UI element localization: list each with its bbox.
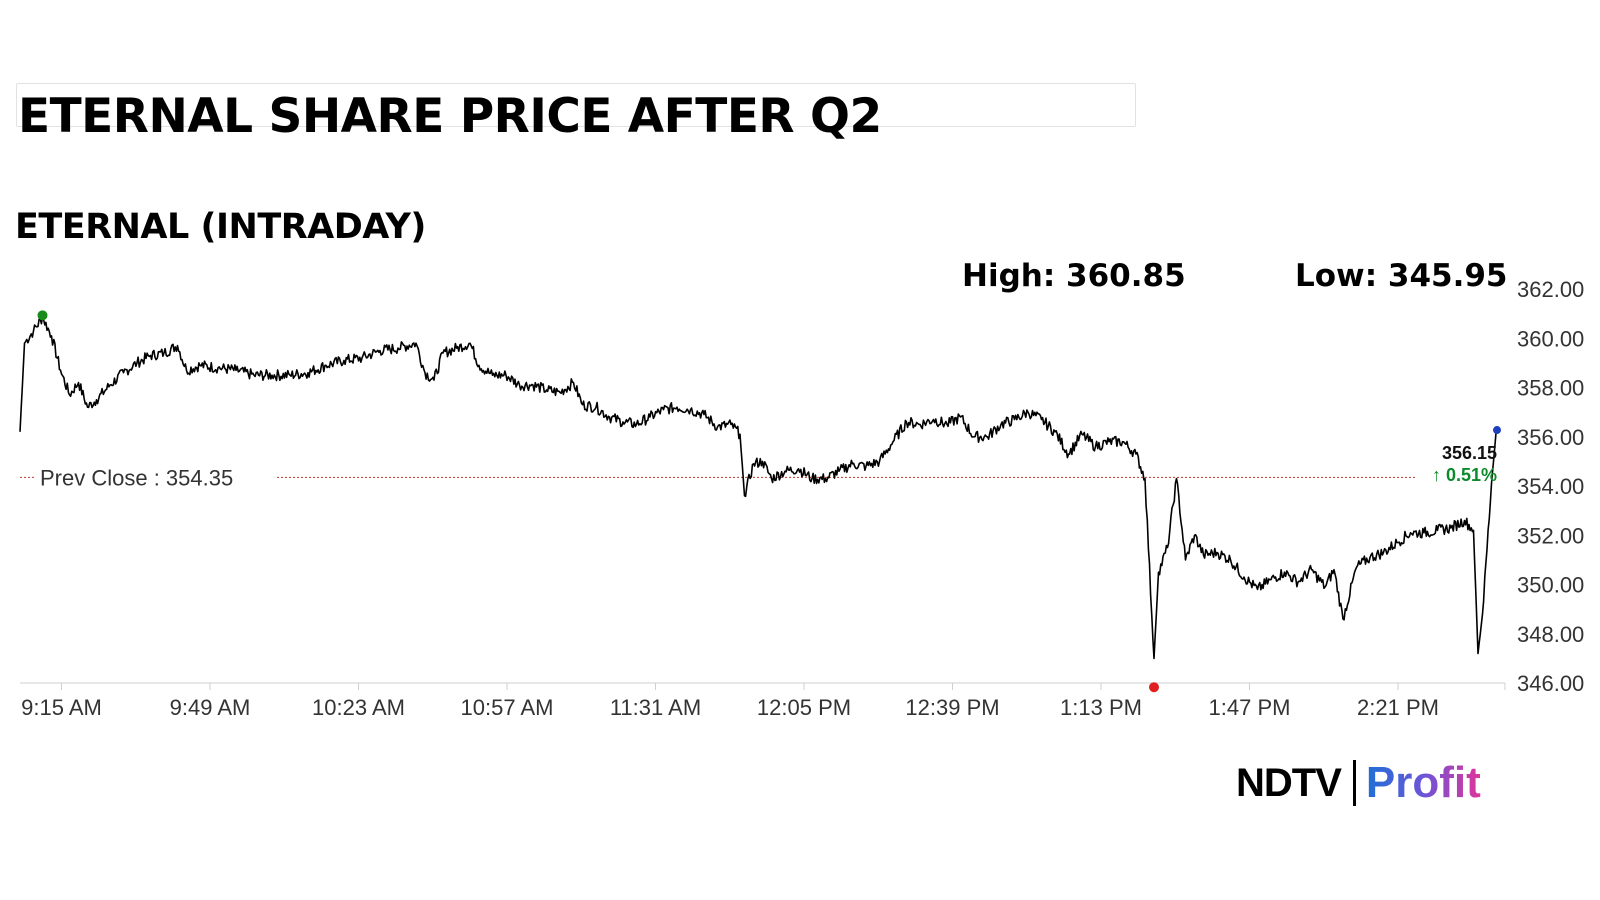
x-tick-label: 1:47 PM: [1209, 695, 1291, 720]
logo-divider: [1352, 760, 1356, 806]
x-tick-label: 10:23 AM: [312, 695, 405, 720]
x-tick-label: 12:05 PM: [757, 695, 851, 720]
change-percent-label: ↑ 0.51%: [1432, 465, 1497, 485]
y-axis: 362.00 360.00 358.00 356.00 354.00 352.00 350.…: [1517, 277, 1584, 696]
x-tick-label: 1:13 PM: [1060, 695, 1142, 720]
y-tick-label: 354.00: [1517, 474, 1584, 499]
y-tick-label: 360.00: [1517, 326, 1584, 351]
last-marker: [1493, 426, 1501, 435]
y-tick-label: 356.00: [1517, 425, 1584, 450]
high-marker: [37, 310, 48, 321]
y-tick-label: 348.00: [1517, 622, 1584, 647]
title-frame: [16, 83, 1136, 127]
high-stat: High: 360.85: [962, 258, 1186, 294]
logo-profit-text: Profit: [1365, 758, 1481, 807]
x-axis: 9:15 AM 9:49 AM 10:23 AM 10:57 AM 11:31 AM 12…: [20, 682, 1506, 720]
prev-close-group: Prev Close : 354.35: [20, 465, 1415, 490]
chart-heading: ETERNAL (INTRADAY): [15, 207, 426, 247]
y-tick-label: 358.00: [1517, 376, 1584, 401]
ndtv-profit-logo: NDTV Profit: [1236, 758, 1481, 808]
x-tick-label: 9:15 AM: [21, 695, 102, 720]
x-tick-label: 10:57 AM: [461, 695, 554, 720]
page-title: ETERNAL SHARE PRICE AFTER Q2: [18, 89, 882, 144]
y-tick-label: 350.00: [1517, 573, 1584, 598]
intraday-chart: 362.00 360.00 358.00 356.00 354.00 352.00 350.…: [19, 277, 1584, 720]
low-stat: Low: 345.95: [1295, 258, 1508, 294]
price-series: [19, 316, 1497, 660]
y-tick-label: 362.00: [1517, 277, 1584, 302]
x-tick-label: 9:49 AM: [170, 695, 251, 720]
x-tick-label: 2:21 PM: [1357, 695, 1439, 720]
low-marker: [1149, 682, 1159, 693]
markers: [37, 310, 1501, 693]
last-price-labels: 356.15↑ 0.51%: [1432, 443, 1497, 485]
prev-close-label: Prev Close : 354.35: [40, 465, 233, 490]
x-tick-label: 11:31 AM: [610, 695, 701, 720]
logo-ndtv-text: NDTV: [1236, 760, 1342, 805]
price-line: [19, 316, 1497, 660]
y-tick-label: 346.00: [1517, 671, 1584, 696]
x-tick-label: 12:39 PM: [905, 695, 999, 720]
y-tick-label: 352.00: [1517, 523, 1584, 548]
last-price-label: 356.15: [1442, 443, 1497, 463]
